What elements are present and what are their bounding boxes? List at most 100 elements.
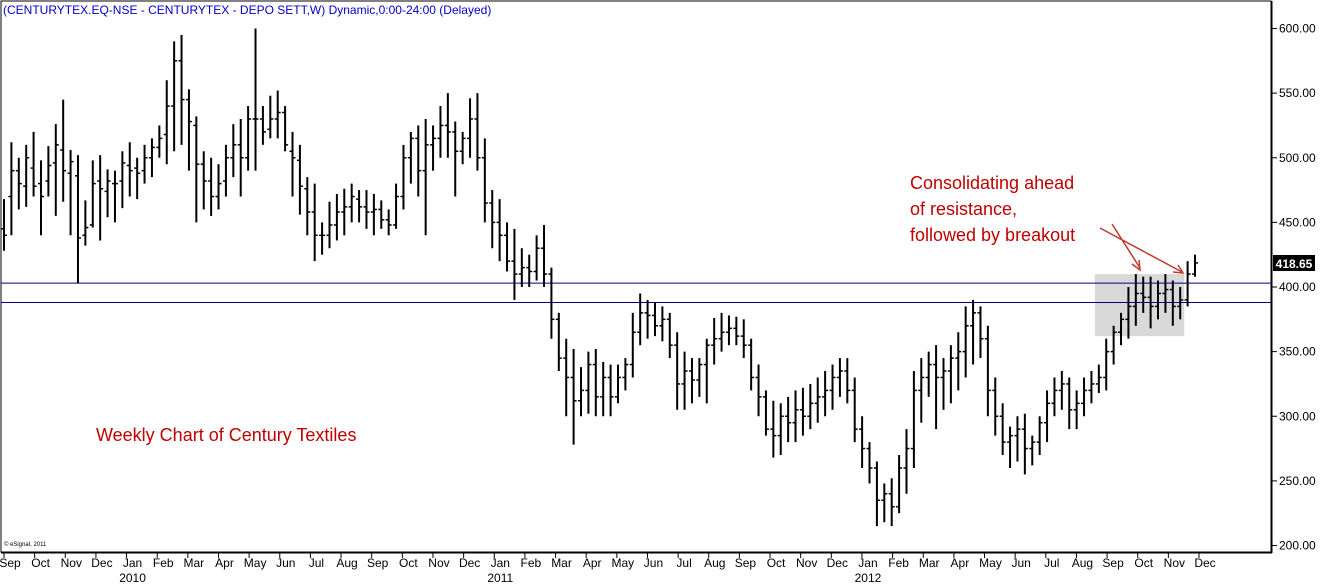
- x-tick-label: Mar: [919, 556, 940, 570]
- ohlc-bar: [526, 254, 533, 287]
- ohlc-bar: [1051, 377, 1058, 417]
- ohlc-bar: [970, 299, 977, 365]
- ohlc-bar: [430, 125, 437, 171]
- ohlc-bar: [1192, 254, 1198, 277]
- ohlc-bar: [1095, 364, 1102, 393]
- ohlc-bar: [1177, 287, 1184, 320]
- last-price-label: 418.65: [1276, 257, 1313, 271]
- x-tick-label: Apr: [583, 556, 602, 570]
- ohlc-bar: [333, 193, 340, 241]
- y-tick-label: 300.00: [1279, 409, 1316, 423]
- ohlc-bar: [777, 403, 784, 456]
- ohlc-bar: [363, 190, 370, 229]
- annotation-line-1: Consolidating ahead: [910, 173, 1074, 193]
- ohlc-bar: [60, 99, 67, 202]
- last-price-badge: 418.65: [1273, 255, 1315, 271]
- x-tick-label: Mar: [184, 556, 205, 570]
- ohlc-bar: [1014, 416, 1021, 462]
- ohlc-bar: [785, 396, 792, 443]
- ohlc-bar: [348, 183, 355, 223]
- ohlc-bar: [644, 299, 651, 339]
- x-tick-label: Jul: [1044, 556, 1059, 570]
- annotation-weekly-chart: Weekly Chart of Century Textiles: [96, 425, 356, 445]
- ohlc-bar: [822, 371, 829, 417]
- resistance-lines: [1, 282, 1272, 304]
- ohlc-bar: [836, 358, 843, 397]
- x-tick-label: Jan: [123, 556, 142, 570]
- y-tick-label: 350.00: [1279, 345, 1316, 359]
- ohlc-bar: [607, 364, 614, 417]
- ohlc-bar: [1132, 274, 1139, 326]
- ohlc-bar: [400, 144, 407, 210]
- ohlc-bar: [555, 312, 562, 372]
- ohlc-bar: [230, 124, 237, 178]
- ohlc-bar: [896, 455, 903, 514]
- ohlc-bar: [1, 199, 7, 251]
- ohlc-bar: [370, 193, 377, 236]
- ohlc-bar: [326, 201, 333, 249]
- ohlc-bar: [651, 302, 658, 337]
- x-tick-label: Sep: [1102, 556, 1124, 570]
- x-tick-label: May: [611, 556, 634, 570]
- ohlc-bar: [156, 125, 163, 158]
- ohlc-bar: [1036, 416, 1043, 456]
- x-tick-label: Apr: [951, 556, 970, 570]
- ohlc-bar: [37, 160, 44, 236]
- ohlc-bar: [799, 387, 806, 436]
- ohlc-bar: [592, 349, 599, 417]
- ohlc-bar: [770, 400, 777, 458]
- x-tick-label: Feb: [521, 556, 542, 570]
- ohlc-bar: [940, 358, 947, 410]
- ohlc-bar: [1029, 435, 1036, 466]
- x-tick-label: Sep: [367, 556, 389, 570]
- ohlc-bar: [341, 188, 348, 236]
- x-tick-label: Oct: [399, 556, 418, 570]
- ohlc-bar: [533, 235, 540, 281]
- ohlc-bar: [1125, 287, 1132, 339]
- ohlc-bar: [259, 106, 266, 145]
- annotation-line-2: of resistance,: [910, 199, 1017, 219]
- ohlc-bar: [148, 138, 155, 178]
- ohlc-bar: [1103, 338, 1110, 391]
- ohlc-bar: [674, 332, 681, 410]
- ohlc-bar: [918, 358, 925, 423]
- x-tick-label: Oct: [767, 556, 786, 570]
- ohlc-bar: [415, 125, 422, 197]
- ohlc-bar: [452, 121, 459, 197]
- ohlc-bar: [881, 483, 888, 523]
- ohlc-bar: [903, 429, 910, 494]
- ohlc-bar: [45, 146, 52, 197]
- ohlc-bar: [851, 377, 858, 443]
- ohlc-bar: [163, 80, 170, 165]
- ohlc-bar: [688, 358, 695, 404]
- ohlc-bars: [1, 28, 1198, 527]
- ohlc-bar: [866, 442, 873, 484]
- y-tick-label: 450.00: [1279, 215, 1316, 229]
- ohlc-bar: [563, 338, 570, 417]
- ohlc-bar: [1066, 377, 1073, 430]
- ohlc-bar: [1021, 413, 1028, 475]
- ohlc-bar: [208, 157, 215, 216]
- ohlc-bar: [925, 351, 932, 397]
- x-tick-label: Nov: [796, 556, 817, 570]
- ohlc-bar: [955, 332, 962, 391]
- ohlc-bar: [947, 345, 954, 404]
- ohlc-bar: [1044, 390, 1051, 443]
- ohlc-bar: [659, 306, 666, 342]
- ohlc-bar: [888, 478, 895, 527]
- x-tick-label: Nov: [61, 556, 82, 570]
- ohlc-bar: [171, 41, 178, 152]
- ohlc-bar: [910, 371, 917, 468]
- ohlc-bar: [267, 95, 274, 139]
- ohlc-bar: [178, 34, 185, 145]
- ohlc-bar: [703, 338, 710, 404]
- ohlc-bar: [378, 200, 385, 229]
- ohlc-bar: [1007, 426, 1014, 468]
- y-tick-label: 250.00: [1279, 474, 1316, 488]
- ohlc-bar: [126, 142, 133, 197]
- ohlc-bar: [637, 293, 644, 346]
- x-tick-label: Dec: [459, 556, 480, 570]
- ohlc-bar: [518, 248, 525, 287]
- ohlc-bar: [459, 131, 466, 165]
